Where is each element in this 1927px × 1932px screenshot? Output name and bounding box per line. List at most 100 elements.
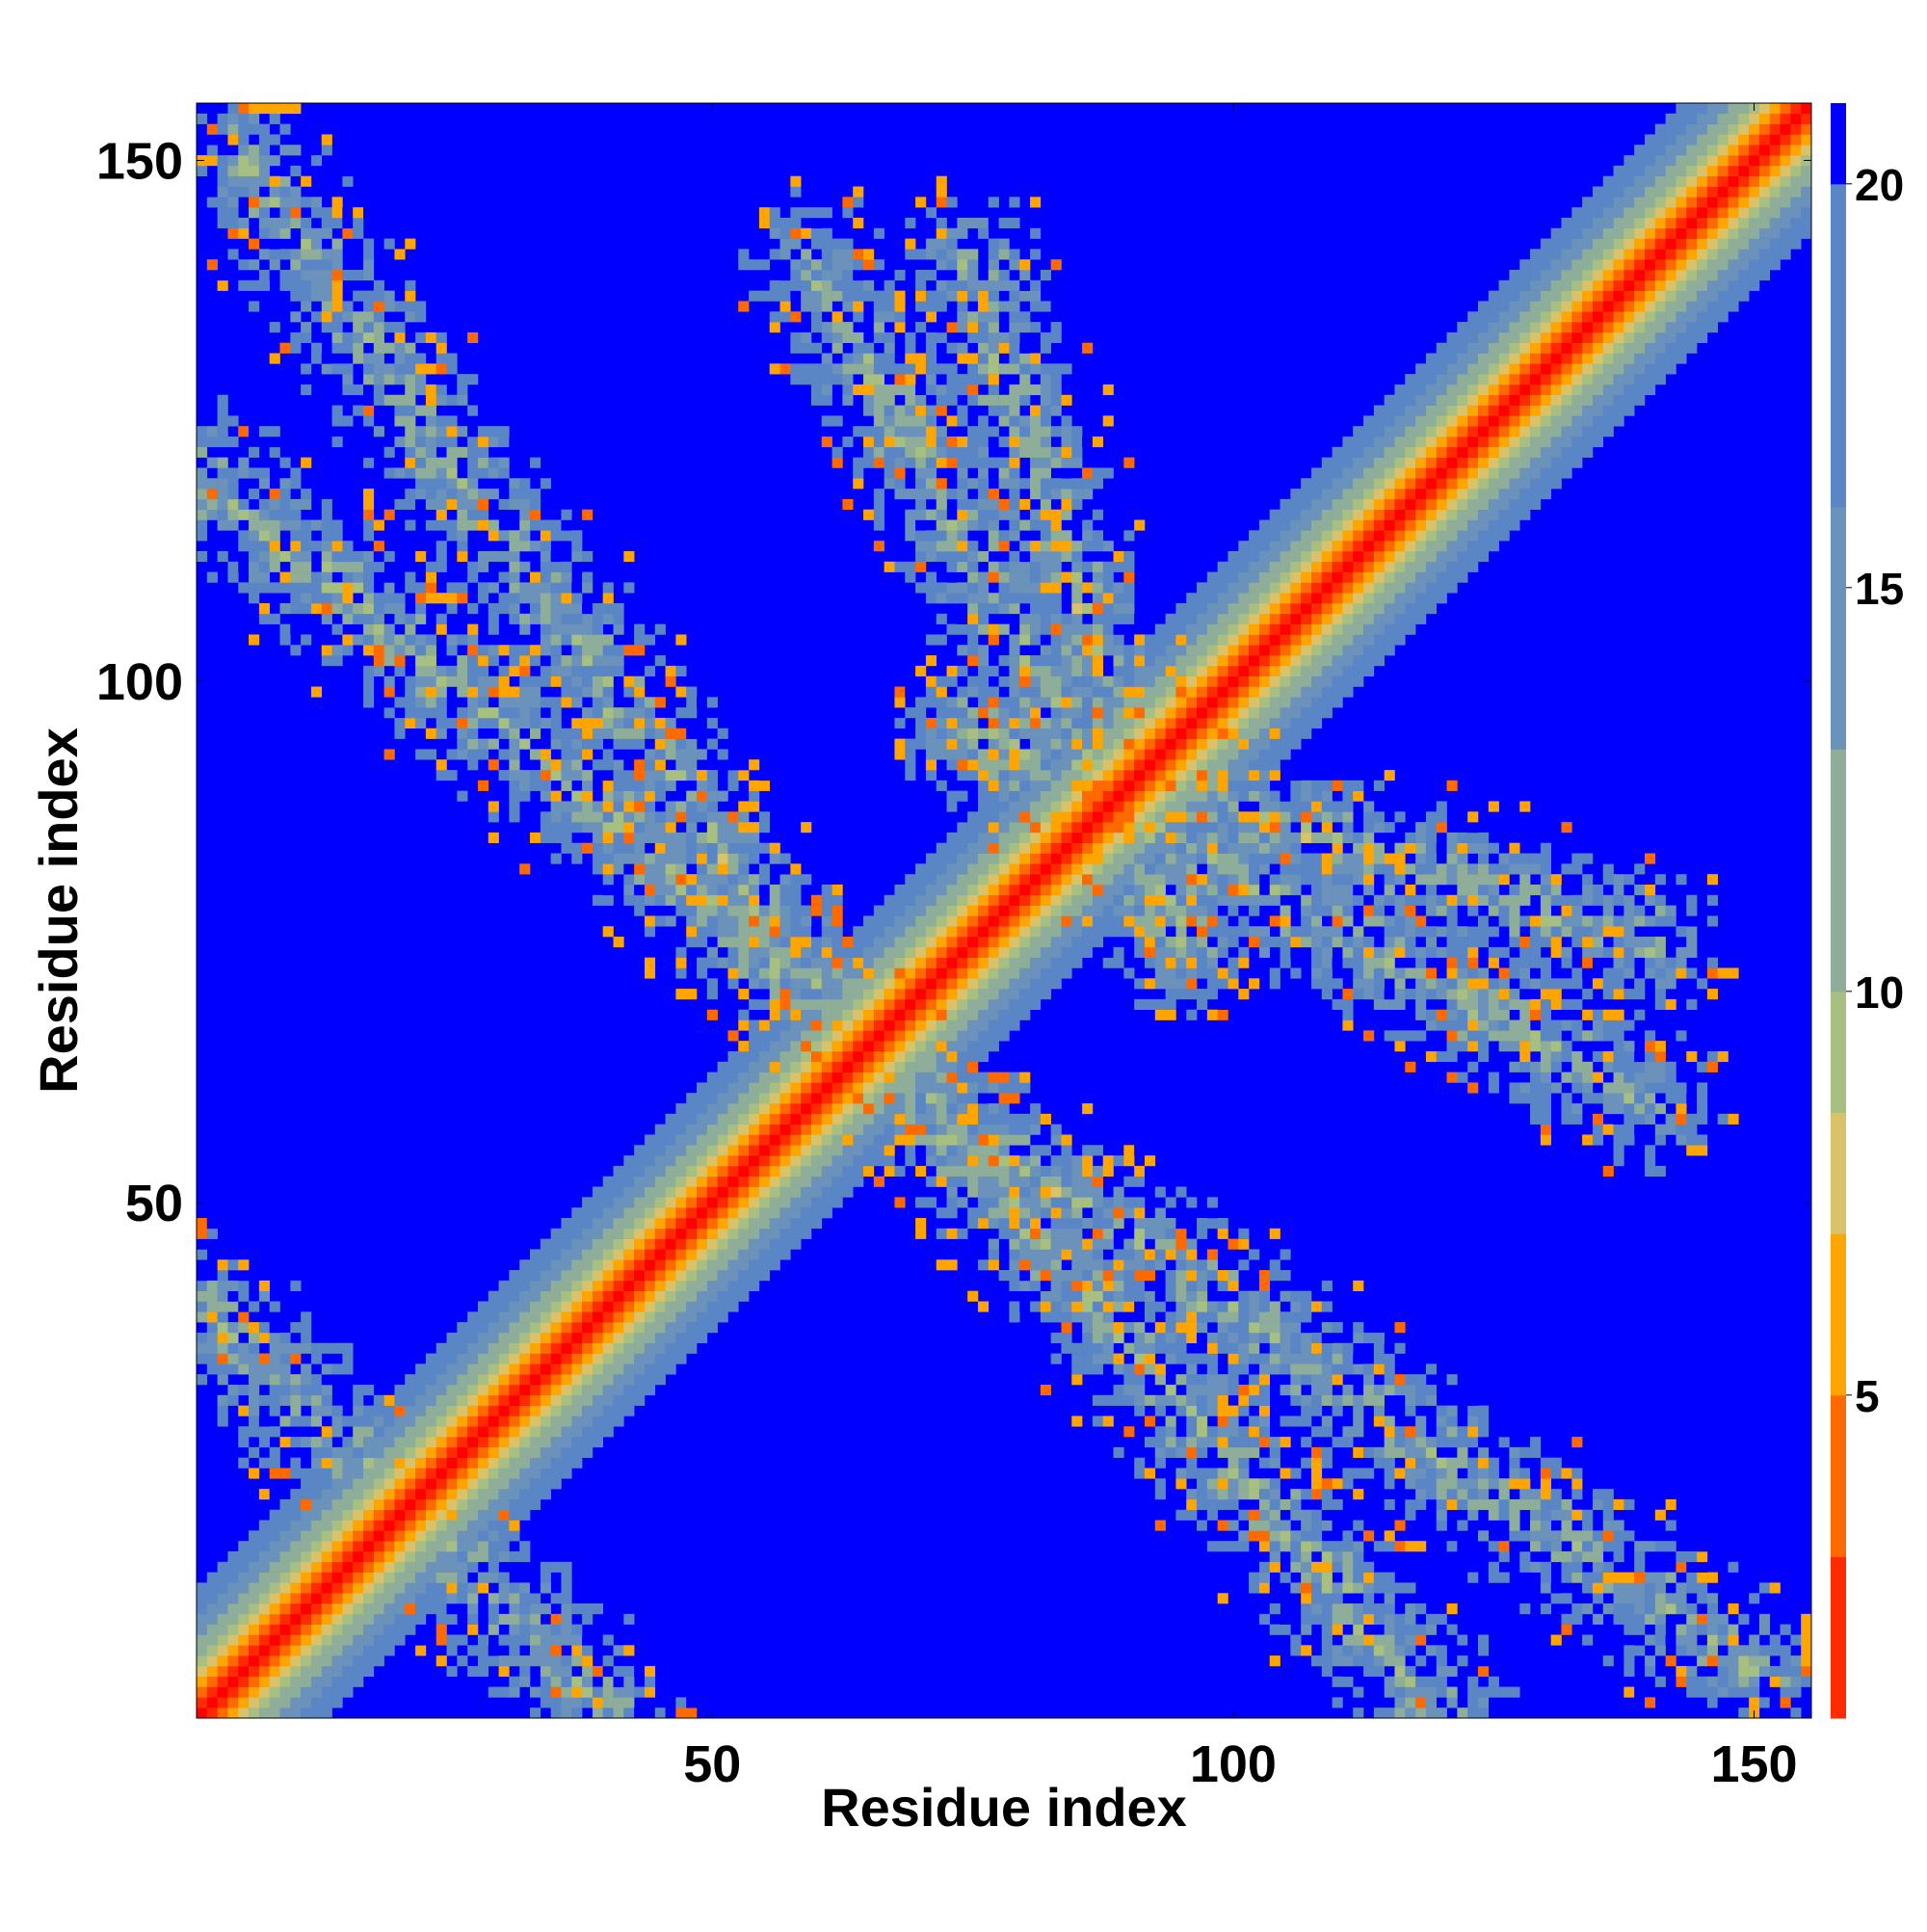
heatmap-cell xyxy=(446,1489,458,1500)
heatmap-cell xyxy=(1123,1322,1135,1334)
heatmap-cell xyxy=(509,541,520,552)
heatmap-cell xyxy=(415,457,427,468)
heatmap-cell xyxy=(675,1707,687,1719)
heatmap-cell xyxy=(258,467,270,479)
heatmap-cell xyxy=(383,238,395,250)
heatmap-cell xyxy=(206,1686,218,1698)
heatmap-cell xyxy=(1706,1593,1718,1604)
heatmap-cell xyxy=(842,1072,854,1083)
heatmap-cell xyxy=(582,509,594,520)
heatmap-cell xyxy=(217,1332,228,1344)
heatmap-cell xyxy=(383,1457,395,1469)
heatmap-cell xyxy=(1405,1603,1416,1615)
heatmap-cell xyxy=(509,561,520,572)
heatmap-cell xyxy=(967,1103,979,1115)
heatmap-cell xyxy=(1165,1322,1176,1334)
heatmap-cell xyxy=(249,197,260,208)
heatmap-cell xyxy=(821,1009,832,1020)
heatmap-cell xyxy=(1405,1457,1416,1469)
heatmap-cell xyxy=(405,707,416,719)
heatmap-cell xyxy=(623,1311,635,1323)
heatmap-cell xyxy=(1332,1541,1343,1552)
heatmap-cell xyxy=(206,1676,218,1687)
heatmap-cell xyxy=(321,1426,332,1438)
heatmap-cell xyxy=(905,1082,916,1094)
heatmap-cell xyxy=(1384,1353,1395,1364)
heatmap-cell xyxy=(1175,1394,1187,1406)
heatmap-cell xyxy=(217,1665,228,1678)
heatmap-cell xyxy=(457,1405,468,1416)
heatmap-cell xyxy=(810,227,823,239)
heatmap-cell xyxy=(279,1603,291,1615)
heatmap-cell xyxy=(279,603,291,615)
heatmap-cell xyxy=(477,519,489,531)
heatmap-cell xyxy=(706,1238,718,1250)
heatmap-cell xyxy=(1436,1665,1447,1678)
heatmap-cell xyxy=(290,186,302,198)
heatmap-cell xyxy=(353,634,364,646)
heatmap-cell xyxy=(561,582,572,594)
heatmap-cell xyxy=(832,1145,843,1156)
heatmap-cell xyxy=(1665,1498,1676,1511)
heatmap-cell xyxy=(1071,1228,1083,1239)
heatmap-cell xyxy=(269,1676,280,1687)
heatmap-cell xyxy=(697,957,708,968)
heatmap-cell xyxy=(894,1197,906,1208)
heatmap-cell xyxy=(197,165,208,176)
heatmap-cell xyxy=(613,665,624,677)
heatmap-cell xyxy=(1488,1498,1499,1511)
heatmap-cell xyxy=(269,175,280,187)
heatmap-cell xyxy=(290,623,302,635)
heatmap-cell xyxy=(206,1645,218,1656)
heatmap-cell xyxy=(749,1103,760,1115)
heatmap-cell xyxy=(654,770,666,781)
heatmap-cell xyxy=(509,1332,520,1344)
heatmap-cell xyxy=(550,665,562,677)
heatmap-cell xyxy=(1061,1238,1072,1250)
heatmap-cell xyxy=(238,1686,250,1698)
heatmap-cell xyxy=(686,853,698,864)
heatmap-cell xyxy=(310,1561,323,1573)
heatmap-cell xyxy=(665,863,676,875)
heatmap-cell xyxy=(1217,1342,1228,1354)
heatmap-cell xyxy=(654,1353,666,1364)
heatmap-cell xyxy=(321,207,332,219)
heatmap-cell xyxy=(394,1582,406,1594)
heatmap-cell xyxy=(1405,1613,1416,1625)
heatmap-cell xyxy=(1290,1374,1302,1386)
heatmap-cell xyxy=(258,561,270,572)
heatmap-cell xyxy=(1040,1280,1051,1291)
heatmap-cell xyxy=(769,322,780,333)
heatmap-cell xyxy=(258,541,270,552)
heatmap-cell xyxy=(582,665,594,677)
heatmap-cell xyxy=(550,1645,562,1656)
heatmap-cell xyxy=(967,1217,979,1230)
heatmap-cell xyxy=(1644,1613,1656,1625)
heatmap-cell xyxy=(383,634,395,646)
heatmap-cell xyxy=(488,1561,499,1573)
heatmap-cell xyxy=(717,1197,728,1208)
heatmap-cell xyxy=(1384,1457,1395,1469)
heatmap-cell xyxy=(1498,1541,1510,1552)
heatmap-cell xyxy=(488,1416,499,1427)
heatmap-cell xyxy=(540,665,551,677)
heatmap-cell xyxy=(654,884,666,896)
heatmap-cell xyxy=(331,405,343,416)
heatmap-cell xyxy=(1530,1489,1542,1500)
heatmap-cell xyxy=(675,853,687,864)
heatmap-cell xyxy=(269,353,280,364)
heatmap-cell xyxy=(717,863,728,875)
heatmap-cell xyxy=(1301,1572,1312,1583)
heatmap-cell xyxy=(258,1332,270,1344)
heatmap-cell xyxy=(727,1124,739,1135)
heatmap-cell xyxy=(863,1134,875,1146)
heatmap-cell xyxy=(998,1093,1010,1104)
heatmap-cell xyxy=(738,926,750,938)
heatmap-cell xyxy=(623,1374,635,1386)
heatmap-cell xyxy=(613,1238,624,1250)
heatmap-cell xyxy=(477,686,489,698)
heatmap-cell xyxy=(727,1217,739,1230)
heatmap-cell xyxy=(363,1446,375,1458)
heatmap-cell xyxy=(1249,1446,1260,1458)
heatmap-cell xyxy=(571,790,583,802)
